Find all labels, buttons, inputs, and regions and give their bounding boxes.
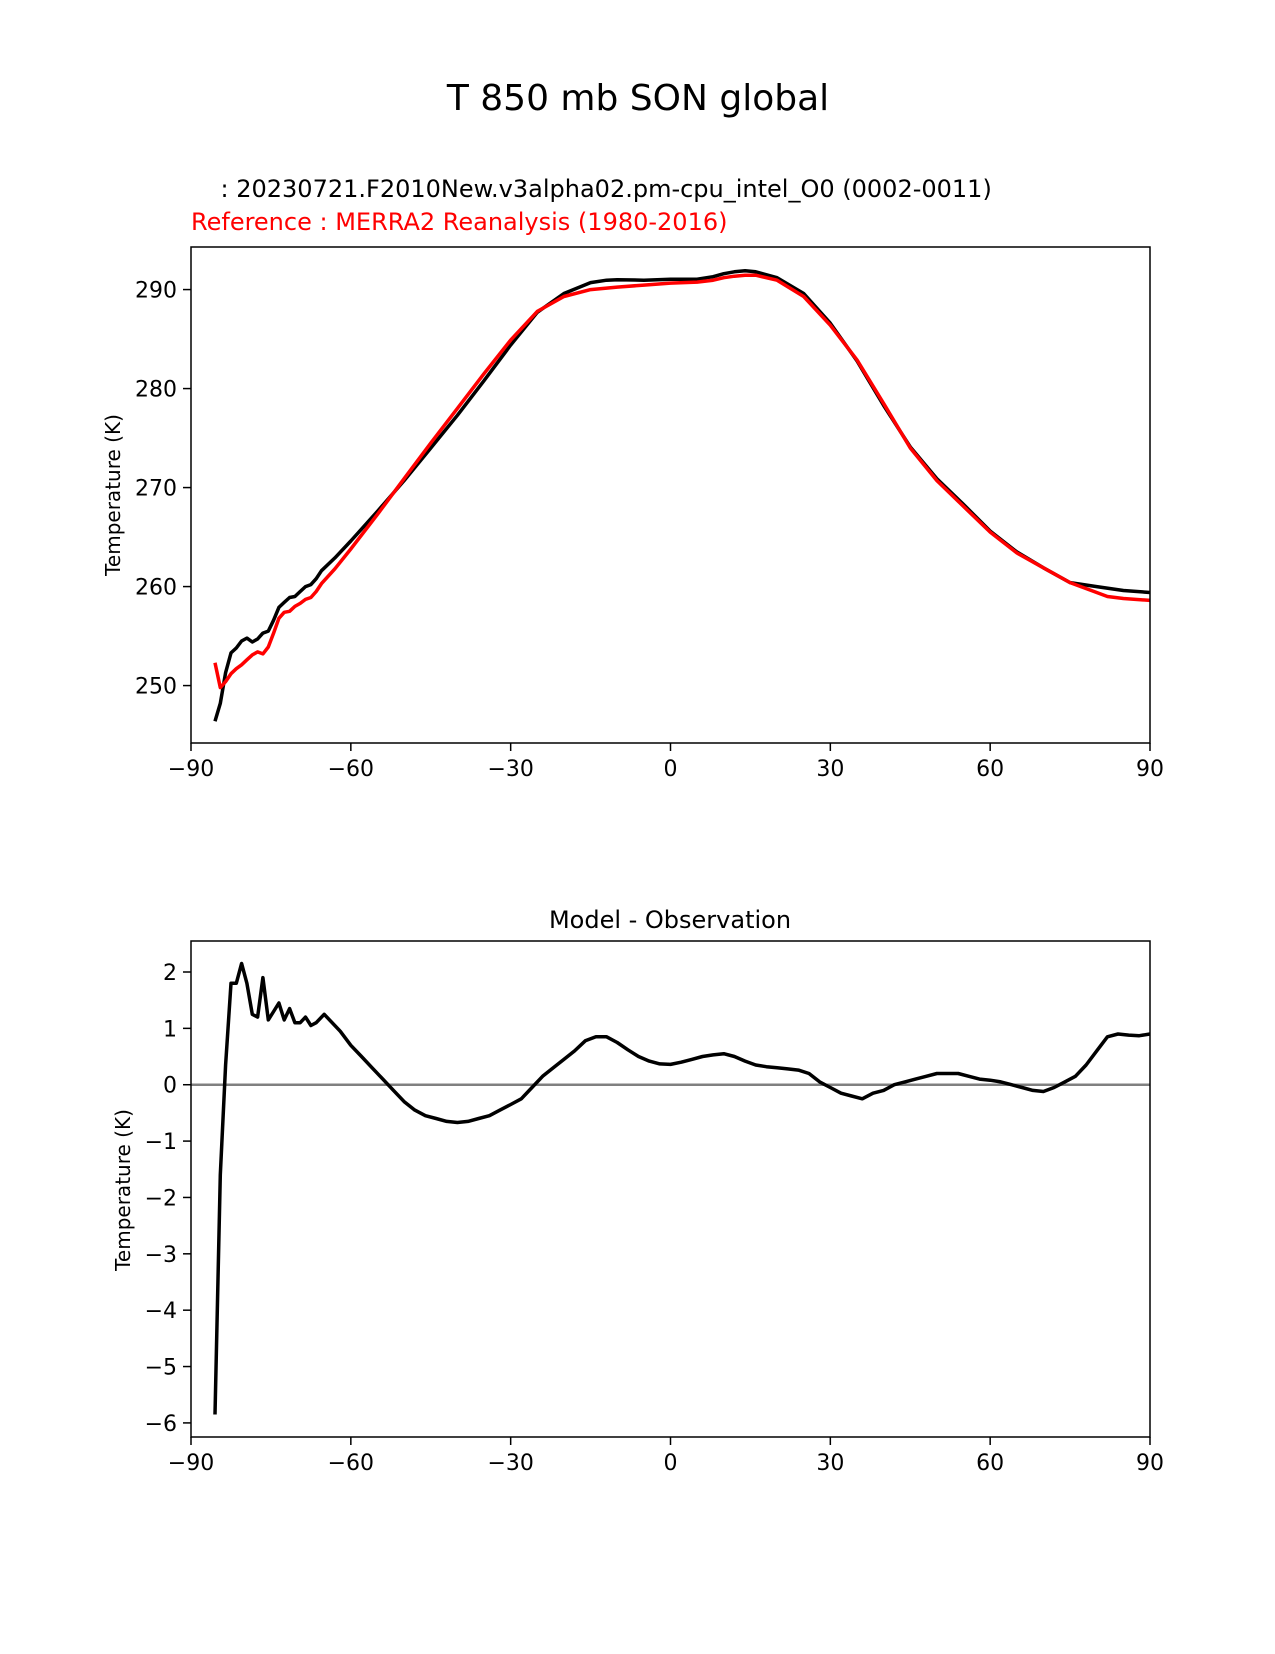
bottom-x-tick-label: 0 [664,1451,678,1476]
figure-title: T 850 mb SON global [446,78,829,119]
bottom-ticks: −90 −60 −30 0 30 60 90 2 1 0 −1 −2 −3 −4 −5 −6 [145,961,1164,1476]
top-x-tick-label: −30 [487,757,533,782]
bottom-series-model-observation [213,961,1151,1415]
top-y-tick-label: 270 [135,477,177,502]
bottom-plot-frame [190,940,1151,1438]
top-panel: : 20230721.F2010New.v3alpha02.pm-cpu_int… [101,175,1164,782]
bottom-y-tick-label: 2 [163,961,177,986]
bottom-lines [191,961,1151,1415]
bottom-x-tick-label: −90 [168,1451,214,1476]
top-ticks: −90 −60 −30 0 30 60 90 250 260 270 280 290 [135,279,1164,782]
top-plot-frame [190,246,1151,744]
bottom-panel-title: Model - Observation [549,906,791,934]
bottom-y-tick-label: 1 [163,1017,177,1042]
top-x-tick-label: 0 [664,757,678,782]
top-y-tick-label: 260 [135,576,177,601]
bottom-y-tick-label: −6 [145,1412,177,1437]
top-x-tick-label: 60 [976,757,1004,782]
top-y-tick-label: 290 [135,279,177,304]
top-series-test [213,269,1151,722]
reference-label: Reference : MERRA2 Reanalysis (1980-2016… [191,208,727,236]
top-x-tick-label: −90 [168,757,214,782]
top-lines [213,269,1151,722]
bottom-x-tick-label: 30 [816,1451,844,1476]
bottom-y-tick-label: −1 [145,1130,177,1155]
bottom-x-tick-label: 90 [1136,1451,1164,1476]
bottom-y-tick-label: 0 [163,1074,177,1099]
bottom-x-tick-label: −60 [328,1451,374,1476]
bottom-y-tick-label: −4 [145,1299,177,1324]
bottom-x-tick-label: −30 [487,1451,533,1476]
bottom-x-tick-label: 60 [976,1451,1004,1476]
bottom-y-tick-label: −2 [145,1186,177,1211]
bottom-y-axis-label: Temperature (K) [111,1109,135,1272]
top-x-tick-label: 30 [816,757,844,782]
top-y-tick-label: 250 [135,675,177,700]
top-x-tick-label: −60 [328,757,374,782]
bottom-y-tick-label: −3 [145,1243,177,1268]
bottom-y-tick-label: −5 [145,1356,177,1381]
top-y-tick-label: 280 [135,378,177,403]
bottom-panel: Model - Observation Temperature (K) −90−… [111,906,1164,1476]
top-x-tick-label: 90 [1136,757,1164,782]
top-y-axis-label: Temperature (K) [101,414,125,577]
test-label: : 20230721.F2010New.v3alpha02.pm-cpu_int… [190,175,992,203]
top-series-reference [213,273,1151,690]
